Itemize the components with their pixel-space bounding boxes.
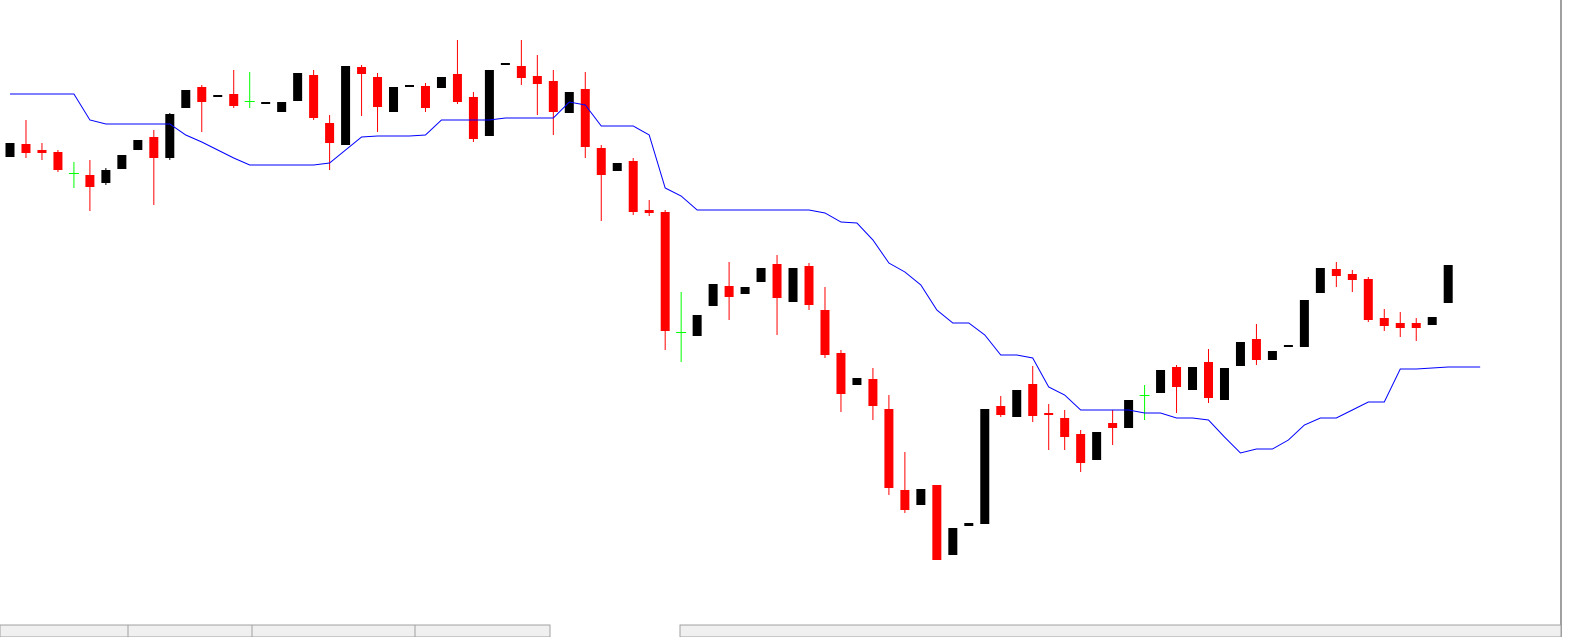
candle-body xyxy=(37,150,47,153)
candle-body xyxy=(1060,418,1070,437)
candle-body xyxy=(868,379,878,406)
candle-body xyxy=(1235,342,1245,366)
candle-body xyxy=(149,137,159,158)
candle-body xyxy=(996,406,1006,415)
candle-body xyxy=(964,523,974,526)
candle-body xyxy=(1395,323,1405,328)
candle-body xyxy=(756,268,766,282)
candle-body xyxy=(772,264,782,298)
candle-body xyxy=(516,66,526,78)
candle-body xyxy=(836,353,846,394)
candle-body xyxy=(21,144,31,153)
candle-body xyxy=(101,170,111,183)
candle-body xyxy=(133,140,143,150)
candle-body xyxy=(293,73,303,101)
candle-body xyxy=(389,87,399,112)
candle-body xyxy=(1092,432,1102,460)
candle-body xyxy=(309,75,319,118)
candle-body xyxy=(676,332,687,333)
candle-body xyxy=(436,77,446,88)
candle-body xyxy=(277,102,287,112)
candle-body xyxy=(1443,265,1453,303)
candle-body xyxy=(884,409,894,488)
candle-body xyxy=(532,76,542,84)
candle-body xyxy=(1427,317,1437,325)
candle-body xyxy=(261,102,271,104)
candle-body xyxy=(1347,274,1357,280)
candle-body xyxy=(1156,370,1166,393)
tab-bar[interactable] xyxy=(0,624,551,637)
candle-body xyxy=(1044,413,1054,415)
candle-body xyxy=(1108,423,1118,428)
candle-body xyxy=(85,175,95,187)
candle-body xyxy=(1363,279,1373,320)
candle-body xyxy=(900,490,910,510)
candle-body xyxy=(53,152,63,170)
candle-body xyxy=(644,210,654,213)
candle-body xyxy=(1188,367,1198,390)
candle-body xyxy=(1204,362,1213,398)
candle-body xyxy=(1267,351,1277,360)
candle-body xyxy=(580,89,590,147)
candle-body xyxy=(229,94,239,106)
candle-body xyxy=(804,266,814,305)
candle-body xyxy=(1251,339,1261,360)
candle-body xyxy=(325,123,335,143)
scrollbar[interactable] xyxy=(679,624,1562,637)
candle-body xyxy=(1283,345,1293,347)
candle-body xyxy=(341,66,351,145)
candle-body xyxy=(948,528,958,555)
candle-body xyxy=(1012,390,1022,417)
candle-body xyxy=(68,173,79,174)
candle-body xyxy=(5,143,15,157)
candle-body xyxy=(1219,368,1229,400)
candle-body xyxy=(1028,384,1038,416)
candle-body xyxy=(1076,434,1086,463)
candle-body xyxy=(980,409,990,524)
candle-body xyxy=(405,85,414,87)
candle-body xyxy=(692,315,702,336)
candle-body xyxy=(500,63,510,65)
candle-body xyxy=(1299,300,1309,347)
candle-body xyxy=(724,286,734,297)
candle-body xyxy=(628,161,638,212)
indicator-line xyxy=(10,93,1481,454)
candle-body xyxy=(1139,395,1150,396)
candle-body xyxy=(484,70,494,136)
candle-body xyxy=(916,489,926,505)
candle-body xyxy=(820,310,830,355)
candle-body xyxy=(1411,323,1421,328)
candle-body xyxy=(468,97,478,139)
candle-body xyxy=(708,284,718,306)
candle-body xyxy=(452,74,462,102)
candle-body xyxy=(373,77,383,107)
candle-body xyxy=(357,67,367,74)
candle-body xyxy=(596,148,606,175)
candle-body xyxy=(612,163,622,171)
candle-body xyxy=(740,287,750,294)
candle-body xyxy=(660,212,670,331)
candle-body xyxy=(1315,268,1325,293)
candle-body xyxy=(852,378,862,385)
candle-body xyxy=(197,87,207,102)
marks xyxy=(5,40,1481,560)
candle-body xyxy=(1331,269,1341,276)
candle-body xyxy=(548,81,558,112)
candle-body xyxy=(213,95,223,97)
candle-body xyxy=(420,86,430,108)
candle-body xyxy=(1172,367,1182,387)
candle-body xyxy=(244,101,255,102)
candle-body xyxy=(1124,400,1134,428)
candle-body xyxy=(181,90,191,108)
candle-body xyxy=(1379,318,1389,326)
candle-body xyxy=(117,155,127,169)
candle-body xyxy=(932,485,942,560)
candle-body xyxy=(788,268,798,302)
candle-body xyxy=(165,114,175,158)
